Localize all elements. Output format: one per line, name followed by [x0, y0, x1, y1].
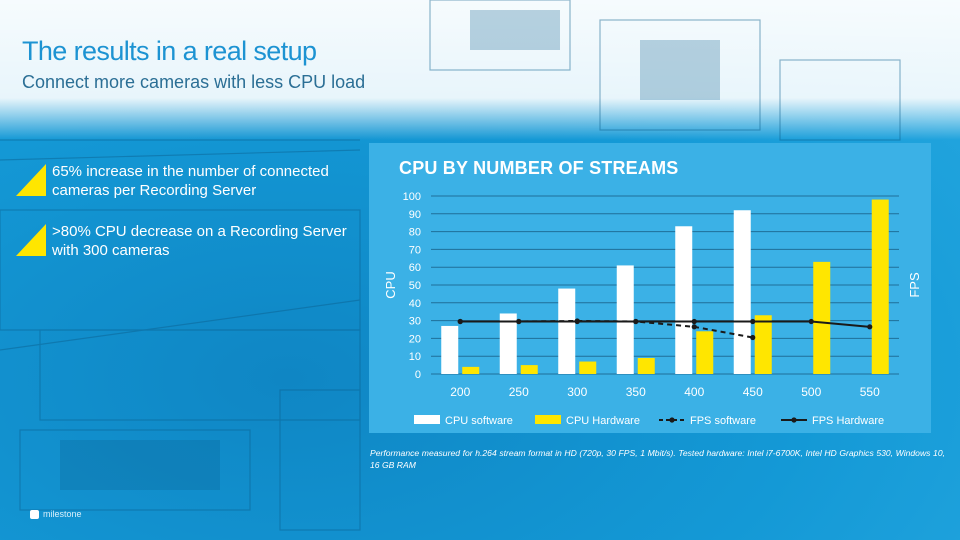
- point-fps-hardware: [516, 318, 522, 325]
- y-tick-label: 70: [409, 244, 421, 256]
- point-fps-hardware: [574, 318, 580, 325]
- x-tick-label: 200: [450, 385, 470, 399]
- bar-cpu-hardware: [696, 331, 714, 374]
- point-fps-hardware: [457, 318, 463, 325]
- bar-cpu-software: [675, 226, 693, 374]
- y-tick-label: 100: [403, 191, 421, 203]
- legend-label: FPS Hardware: [812, 415, 884, 427]
- bar-cpu-software: [499, 313, 517, 374]
- point-fps-hardware: [808, 318, 814, 325]
- legend-marker: [669, 417, 675, 423]
- y-tick-label: 50: [409, 280, 421, 292]
- yellow-triangle-icon: [16, 224, 46, 256]
- line-fps-hardware: [460, 320, 870, 328]
- point-fps-hardware: [750, 318, 756, 325]
- y-tick-label: 40: [409, 298, 421, 310]
- x-tick-label: 500: [801, 385, 821, 399]
- slide-subtitle: Connect more cameras with less CPU load: [22, 72, 366, 92]
- x-tick-label: 450: [743, 385, 763, 399]
- x-tick-label: 550: [860, 385, 880, 399]
- chart-title: CPU BY NUMBER OF STREAMS: [399, 158, 679, 178]
- point-fps-software: [750, 334, 756, 341]
- yellow-triangle-icon: [16, 164, 46, 196]
- y-tick-label: 10: [409, 351, 421, 363]
- bar-cpu-software: [558, 288, 576, 374]
- bar-cpu-hardware: [520, 365, 538, 374]
- point-fps-hardware: [691, 318, 697, 325]
- x-tick-label: 350: [626, 385, 646, 399]
- bar-cpu-hardware: [579, 361, 597, 374]
- point-fps-software: [691, 324, 697, 330]
- y-tick-label: 30: [409, 316, 421, 328]
- slide-title: The results in a real setup: [22, 36, 317, 66]
- y-tick-label: 20: [409, 333, 421, 345]
- footnote: Performance measured for h.264 stream fo…: [370, 448, 945, 470]
- bullet-text: 65% increase in the number of connected …: [52, 163, 329, 199]
- x-tick-label: 250: [509, 385, 529, 399]
- legend-label: CPU Hardware: [566, 415, 640, 427]
- bullet-text: >80% CPU decrease on a Recording Server …: [52, 223, 347, 259]
- logo-icon: [30, 509, 39, 519]
- milestone-logo: milestone: [30, 509, 82, 519]
- y-tick-label: 60: [409, 262, 421, 274]
- cpu-chart: CPU BY NUMBER OF STREAMS 0 10 20 30 40 50 60 70…: [369, 143, 931, 433]
- x-tick-label: 300: [567, 385, 587, 399]
- legend-swatch: [414, 415, 440, 424]
- bar-cpu-hardware: [871, 199, 889, 374]
- legend-label: FPS software: [690, 415, 756, 427]
- bar-cpu-hardware: [754, 315, 772, 374]
- bar-cpu-hardware: [637, 357, 655, 374]
- chart-plot: 0 10 20 30 40 50 60 70 80 90 100 CPU FPS 200 250 300 350…: [383, 191, 922, 427]
- y-axis-label: CPU: [383, 271, 398, 298]
- legend-label: CPU software: [445, 415, 513, 427]
- x-tick-label: 400: [684, 385, 704, 399]
- point-fps-hardware: [633, 318, 639, 325]
- bar-cpu-software: [616, 265, 634, 374]
- y-tick-label: 0: [415, 369, 421, 381]
- point-fps-hardware: [867, 324, 873, 330]
- bar-cpu-software: [733, 210, 751, 374]
- bar-cpu-software: [441, 325, 459, 374]
- logo-text: milestone: [43, 509, 82, 519]
- bar-cpu-hardware: [813, 261, 831, 374]
- legend-marker: [791, 417, 797, 423]
- y2-axis-label: FPS: [907, 272, 922, 298]
- legend-swatch: [535, 415, 561, 424]
- bar-cpu-hardware: [462, 366, 480, 374]
- y-tick-label: 80: [409, 227, 421, 239]
- y-tick-label: 90: [409, 209, 421, 221]
